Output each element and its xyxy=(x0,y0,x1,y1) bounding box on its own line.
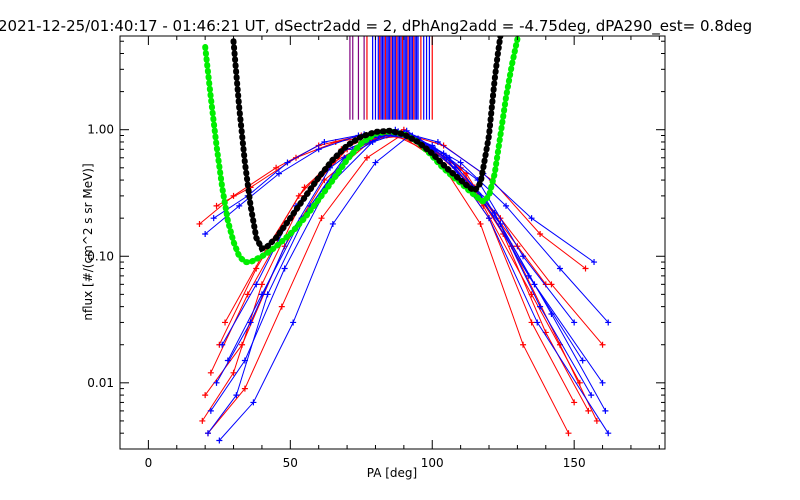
red-data-point xyxy=(273,164,280,171)
red-profile-line xyxy=(201,131,581,422)
green-fit-curve xyxy=(202,36,521,266)
blue-data-point xyxy=(207,407,214,414)
black-fit-curve xyxy=(230,36,504,253)
blue-data-point xyxy=(216,437,223,444)
blue-data-point xyxy=(264,291,271,298)
red-data-point xyxy=(582,265,589,272)
chart-title: 2021-12-25/01:40:17 - 01:46:21 UT, dSect… xyxy=(0,17,752,36)
blue-profile-line xyxy=(218,134,609,441)
x-tick-label: 0 xyxy=(145,456,153,470)
x-tick-label: 50 xyxy=(283,456,298,470)
blue-data-point xyxy=(486,215,493,222)
blue-data-point xyxy=(250,399,257,406)
blue-data-point xyxy=(571,319,578,326)
blue-data-point xyxy=(457,159,464,166)
blue-profile-line xyxy=(227,134,609,361)
red-data-point xyxy=(599,341,606,348)
blue-data-point xyxy=(224,357,231,364)
blue-data-point xyxy=(202,230,209,237)
blue-data-point xyxy=(525,272,532,279)
blue-data-point xyxy=(204,430,211,437)
y-tick-label: 1.00 xyxy=(87,123,114,137)
plot-area xyxy=(196,36,612,444)
red-data-point xyxy=(318,215,325,222)
red-data-point xyxy=(593,417,600,424)
blue-data-point xyxy=(602,407,609,414)
blue-data-point xyxy=(599,379,606,386)
red-profile-line xyxy=(207,134,569,434)
red-data-point xyxy=(258,281,265,288)
blue-data-point xyxy=(275,170,282,177)
red-data-point xyxy=(241,385,248,392)
red-data-point xyxy=(576,379,583,386)
blue-data-point xyxy=(591,259,598,266)
y-axis-label: nflux [#/(cm^2 s sr MeV)] xyxy=(81,163,95,320)
blue-data-point xyxy=(233,392,240,399)
blue-data-point xyxy=(281,265,288,272)
plot-frame xyxy=(119,35,666,450)
blue-data-point xyxy=(534,319,541,326)
blue-data-point xyxy=(528,215,535,222)
blue-data-point xyxy=(321,138,328,145)
red-data-point xyxy=(565,430,572,437)
blue-profile-line xyxy=(204,129,575,323)
blue-data-point xyxy=(588,392,595,399)
blue-data-point xyxy=(284,159,291,166)
blue-profile-line xyxy=(221,135,606,412)
blue-data-point xyxy=(605,319,612,326)
blue-data-point xyxy=(210,215,217,222)
red-data-point xyxy=(571,399,578,406)
y-tick-label: 0.01 xyxy=(87,376,114,390)
blue-data-point xyxy=(329,220,336,227)
blue-data-point xyxy=(520,253,527,260)
red-data-point xyxy=(202,392,209,399)
blue-data-point xyxy=(497,220,504,227)
y-tick-label: 0.10 xyxy=(87,249,114,263)
blue-data-point xyxy=(290,319,297,326)
red-data-point xyxy=(213,202,220,209)
blue-data-point xyxy=(503,202,510,209)
blue-data-point xyxy=(236,202,243,209)
red-data-point xyxy=(548,281,555,288)
red-data-point xyxy=(207,369,214,376)
axes: 0 50 100 150 0.01 0.10 1.00 xyxy=(87,36,665,470)
blue-data-point xyxy=(556,265,563,272)
x-axis-label: PA [deg] xyxy=(367,466,417,480)
blue-data-point xyxy=(579,357,586,364)
red-profile-line xyxy=(224,134,603,346)
blue-data-point xyxy=(443,154,450,161)
blue-data-point xyxy=(537,303,544,310)
red-data-point xyxy=(477,220,484,227)
blue-data-point xyxy=(213,379,220,386)
red-data-point xyxy=(244,291,251,298)
blue-data-point xyxy=(434,138,441,145)
blue-data-point xyxy=(315,146,322,153)
red-profile-line xyxy=(204,129,575,403)
red-data-point xyxy=(278,303,285,310)
blue-profile-line xyxy=(207,131,584,434)
blue-data-point xyxy=(258,291,265,298)
x-tick-label: 100 xyxy=(421,456,444,470)
red-data-point xyxy=(301,184,308,191)
red-data-point xyxy=(222,319,229,326)
red-data-point xyxy=(196,220,203,227)
red-data-point xyxy=(528,291,535,298)
red-data-point xyxy=(537,230,544,237)
blue-data-point xyxy=(605,430,612,437)
red-data-point xyxy=(520,341,527,348)
red-data-point xyxy=(585,407,592,414)
x-tick-label: 150 xyxy=(563,456,586,470)
red-data-point xyxy=(230,369,237,376)
red-data-point xyxy=(528,319,535,326)
blue-data-point xyxy=(247,319,254,326)
blue-data-point xyxy=(219,341,226,348)
blue-data-point xyxy=(372,159,379,166)
red-data-point xyxy=(363,154,370,161)
red-data-point xyxy=(199,417,206,424)
blue-data-point xyxy=(253,281,260,288)
